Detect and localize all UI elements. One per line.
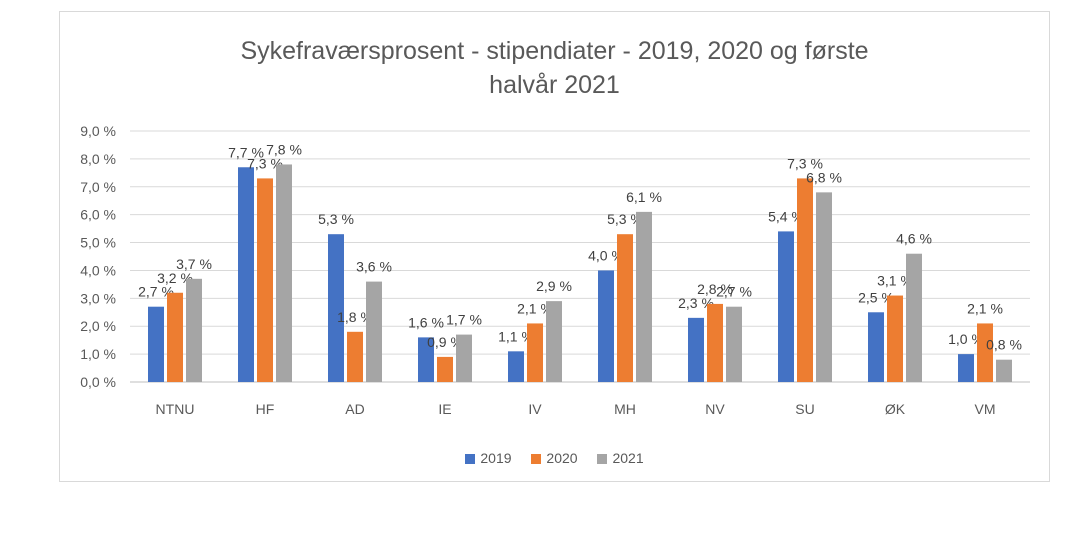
bar-2021-MH [636,211,652,382]
data-label-2021-IV: 2,9 % [536,278,572,294]
data-label-2021-VM: 0,8 % [986,337,1022,353]
bar-2020-IE [437,356,453,382]
legend-swatch-2021 [597,454,608,464]
x-tick-label: AD [345,401,364,417]
bar-2021-NTNU [186,278,202,382]
y-tick-label: 0,0 % [80,374,116,390]
y-tick-label: 1,0 % [80,346,116,362]
bar-2019-AD [328,234,344,382]
y-tick-label: 9,0 % [80,123,116,139]
data-label-2020-IE: 0,9 % [427,334,463,350]
legend-swatch-2020 [531,454,542,464]
legend-label-2020: 2020 [546,450,578,466]
data-label-2020-SU: 7,3 % [787,155,823,171]
x-tick-label: IE [438,401,451,417]
data-label-2019-VM: 1,0 % [948,331,984,347]
data-label-2021-HF: 7,8 % [266,141,302,157]
x-tick-label: IV [528,401,542,417]
legend-item-2019: 2019 [465,450,512,466]
y-tick-label: 8,0 % [80,151,116,167]
data-label-2020-AD: 1,8 % [337,309,373,325]
bar-2020-AD [347,331,363,382]
bar-2019-IE [418,337,434,382]
data-label-2021-SU: 6,8 % [806,169,842,185]
legend-swatch-2019 [465,454,476,464]
data-label-2021-NV: 2,7 % [716,284,752,300]
data-label-2021-AD: 3,6 % [356,259,392,275]
data-label-2019-ØK: 2,5 % [858,289,894,305]
bar-2021-NV [726,306,742,382]
bar-2020-IV [527,323,543,382]
data-label-2020-NTNU: 3,2 % [157,270,193,286]
y-tick-label: 3,0 % [80,290,116,306]
bar-2020-ØK [887,295,903,382]
data-label-2020-ØK: 3,1 % [877,273,913,289]
bar-2019-ØK [868,312,884,382]
chart-area: Sykefraværsprosent - stipendiater - 2019… [59,11,1050,482]
bar-2020-NTNU [167,292,183,382]
bar-2021-IE [456,334,472,382]
chart-title-line-2: halvår 2021 [489,71,620,99]
bar-2020-VM [977,323,993,382]
data-label-2019-IE: 1,6 % [408,314,444,330]
data-label-2021-MH: 6,1 % [626,189,662,205]
bar-2019-NV [688,317,704,382]
bar-2019-SU [778,231,794,382]
data-label-2020-MH: 5,3 % [607,211,643,227]
data-label-2019-AD: 5,3 % [318,211,354,227]
bar-2019-VM [958,354,974,382]
bar-2020-SU [797,178,813,382]
bar-2021-SU [816,192,832,382]
data-label-2019-HF: 7,7 % [228,144,264,160]
x-tick-label: MH [614,401,636,417]
bar-2021-HF [276,164,292,382]
y-tick-label: 6,0 % [80,207,116,223]
bar-2020-HF [257,178,273,382]
data-label-2020-NV: 2,8 % [697,281,733,297]
y-tick-label: 7,0 % [80,179,116,195]
x-tick-label: NTNU [156,401,195,417]
data-label-2021-ØK: 4,6 % [896,231,932,247]
legend-item-2021: 2021 [597,450,644,466]
x-tick-label: SU [795,401,814,417]
data-label-2020-HF: 7,3 % [247,155,283,171]
x-tick-label: ØK [885,401,906,417]
bar-2019-MH [598,270,614,382]
bar-2020-MH [617,234,633,382]
x-tick-label: HF [256,401,275,417]
data-label-2019-MH: 4,0 % [588,247,624,263]
y-tick-label: 5,0 % [80,235,116,251]
chart-title-line-1: Sykefraværsprosent - stipendiater - 2019… [240,37,869,65]
bar-2019-HF [238,167,254,382]
bar-2020-NV [707,303,723,382]
bar-2021-VM [996,359,1012,382]
legend: 2019 2020 2021 [60,450,1049,466]
data-label-2019-NTNU: 2,7 % [138,284,174,300]
chart-title: Sykefraværsprosent - stipendiater - 2019… [60,34,1049,102]
plot-area: 0,0 % 1,0 % 2,0 % 3,0 % 4,0 % 5,0 % 6,0 % 7,0 %… [80,123,1030,417]
y-tick-label: 4,0 % [80,262,116,278]
data-label-2021-IE: 1,7 % [446,312,482,328]
bar-2021-AD [366,281,382,382]
data-label-2021-NTNU: 3,7 % [176,256,212,272]
bar-2021-ØK [906,253,922,382]
bar-2019-NTNU [148,306,164,382]
x-tick-label: VM [975,401,996,417]
data-label-2019-NV: 2,3 % [678,295,714,311]
data-label-2019-IV: 1,1 % [498,328,534,344]
legend-label-2021: 2021 [612,450,644,466]
data-label-2020-IV: 2,1 % [517,300,553,316]
y-tick-label: 2,0 % [80,318,116,334]
data-label-2019-SU: 5,4 % [768,208,804,224]
legend-item-2020: 2020 [531,450,578,466]
data-label-2020-VM: 2,1 % [967,300,1003,316]
bar-2019-IV [508,351,524,382]
legend-label-2019: 2019 [480,450,512,466]
bar-2021-IV [546,301,562,382]
x-tick-label: NV [705,401,725,417]
